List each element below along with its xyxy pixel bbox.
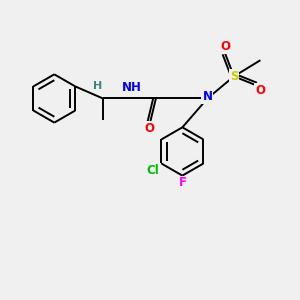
Text: O: O xyxy=(144,122,154,135)
Text: H: H xyxy=(93,81,102,91)
Text: F: F xyxy=(178,176,186,190)
Text: O: O xyxy=(255,84,266,97)
Text: N: N xyxy=(202,91,212,103)
Text: S: S xyxy=(230,70,238,83)
Text: Cl: Cl xyxy=(147,164,160,176)
Text: NH: NH xyxy=(122,81,141,94)
Text: O: O xyxy=(220,40,230,53)
